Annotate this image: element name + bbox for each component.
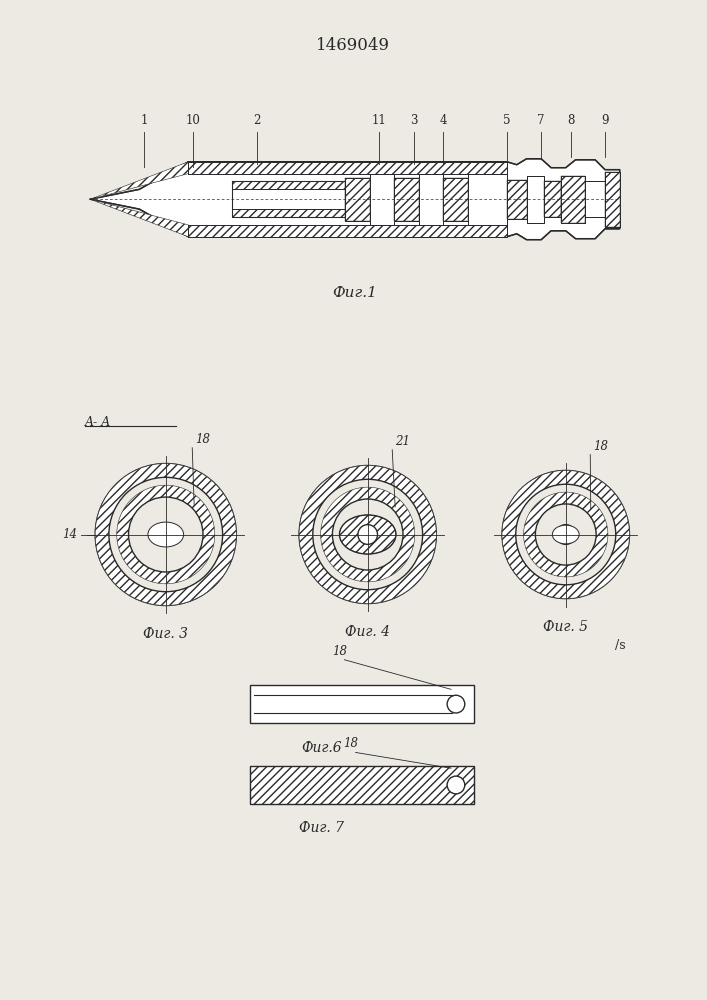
- Polygon shape: [544, 181, 561, 217]
- Circle shape: [515, 484, 616, 585]
- Circle shape: [156, 525, 175, 544]
- Circle shape: [358, 525, 378, 544]
- Circle shape: [95, 464, 236, 606]
- Polygon shape: [90, 199, 188, 237]
- Bar: [250, 766, 474, 804]
- Text: Фиг. 3: Фиг. 3: [144, 627, 188, 641]
- Bar: [250, 685, 474, 723]
- Polygon shape: [345, 178, 370, 221]
- Polygon shape: [90, 159, 619, 240]
- Text: 11: 11: [372, 114, 387, 127]
- Circle shape: [556, 525, 575, 544]
- Polygon shape: [370, 174, 395, 225]
- Polygon shape: [507, 180, 527, 219]
- Circle shape: [312, 479, 423, 590]
- Bar: [250, 766, 474, 804]
- Text: 1: 1: [141, 114, 148, 127]
- Text: 8: 8: [567, 114, 574, 127]
- Polygon shape: [233, 181, 345, 189]
- Polygon shape: [419, 174, 443, 225]
- Circle shape: [299, 465, 436, 604]
- Polygon shape: [585, 181, 605, 217]
- Polygon shape: [90, 162, 188, 199]
- Circle shape: [129, 497, 203, 572]
- Polygon shape: [561, 176, 585, 223]
- Text: 10: 10: [186, 114, 201, 127]
- Text: 18: 18: [332, 645, 347, 658]
- Text: 9: 9: [601, 114, 609, 127]
- Text: 1469049: 1469049: [316, 37, 390, 54]
- Circle shape: [447, 776, 464, 794]
- Ellipse shape: [339, 515, 396, 554]
- Circle shape: [95, 464, 236, 606]
- Polygon shape: [443, 178, 468, 221]
- Text: Фиг. 5: Фиг. 5: [543, 620, 588, 634]
- Polygon shape: [233, 209, 345, 217]
- Text: A- A: A- A: [86, 416, 112, 429]
- Circle shape: [117, 485, 215, 584]
- Polygon shape: [188, 225, 507, 237]
- Circle shape: [502, 470, 629, 599]
- Circle shape: [332, 499, 403, 570]
- Text: Фиг.6: Фиг.6: [301, 741, 342, 755]
- Text: 7: 7: [537, 114, 545, 127]
- Polygon shape: [188, 162, 507, 174]
- Circle shape: [524, 492, 608, 577]
- Ellipse shape: [148, 522, 184, 547]
- Polygon shape: [605, 172, 619, 227]
- Text: Фиг.1: Фиг.1: [332, 286, 378, 300]
- Text: Фиг. 4: Фиг. 4: [345, 625, 390, 639]
- Text: /s: /s: [615, 639, 626, 652]
- Text: 5: 5: [503, 114, 510, 127]
- Text: 21: 21: [395, 435, 410, 448]
- Text: 18: 18: [593, 440, 608, 453]
- Text: 14: 14: [62, 528, 78, 541]
- Text: 4: 4: [440, 114, 447, 127]
- Polygon shape: [395, 178, 419, 221]
- Polygon shape: [468, 174, 507, 225]
- Circle shape: [109, 477, 223, 592]
- Ellipse shape: [552, 525, 579, 544]
- Circle shape: [358, 525, 378, 544]
- Circle shape: [447, 695, 464, 713]
- Text: Фиг. 7: Фиг. 7: [299, 821, 344, 835]
- Text: 2: 2: [253, 114, 261, 127]
- Circle shape: [299, 465, 436, 604]
- Text: 18: 18: [195, 433, 210, 446]
- Text: 18: 18: [343, 737, 358, 750]
- Text: 3: 3: [410, 114, 418, 127]
- Circle shape: [502, 470, 629, 599]
- Circle shape: [321, 487, 415, 582]
- Polygon shape: [527, 176, 544, 223]
- Circle shape: [535, 504, 596, 565]
